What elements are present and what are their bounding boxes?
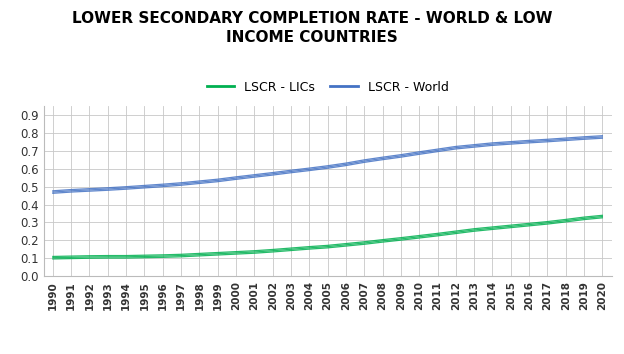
Text: LOWER SECONDARY COMPLETION RATE - WORLD & LOW
INCOME COUNTRIES: LOWER SECONDARY COMPLETION RATE - WORLD …	[72, 11, 552, 45]
Legend: LSCR - LICs, LSCR - World: LSCR - LICs, LSCR - World	[202, 76, 454, 99]
